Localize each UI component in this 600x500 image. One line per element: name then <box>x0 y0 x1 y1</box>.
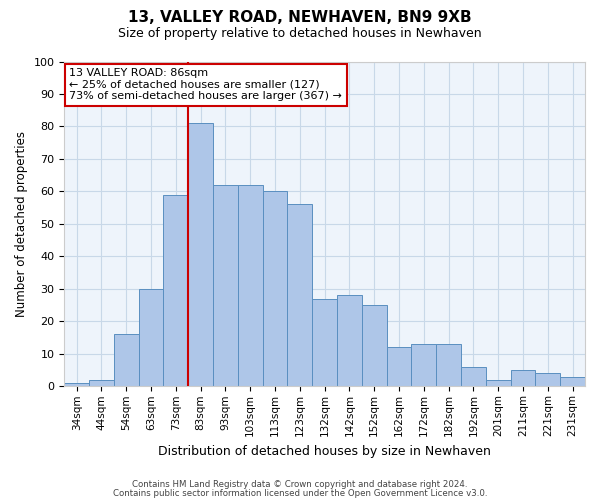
Bar <box>312 298 337 386</box>
Bar <box>337 296 362 386</box>
Text: 13, VALLEY ROAD, NEWHAVEN, BN9 9XB: 13, VALLEY ROAD, NEWHAVEN, BN9 9XB <box>128 10 472 25</box>
Y-axis label: Number of detached properties: Number of detached properties <box>15 131 28 317</box>
Bar <box>436 344 461 387</box>
Bar <box>263 192 287 386</box>
Bar <box>486 380 511 386</box>
Bar <box>560 376 585 386</box>
Text: 13 VALLEY ROAD: 86sqm
← 25% of detached houses are smaller (127)
73% of semi-det: 13 VALLEY ROAD: 86sqm ← 25% of detached … <box>70 68 343 101</box>
Bar <box>386 348 412 387</box>
Bar <box>511 370 535 386</box>
Bar <box>114 334 139 386</box>
Bar <box>362 305 386 386</box>
Bar <box>163 194 188 386</box>
Text: Contains HM Land Registry data © Crown copyright and database right 2024.: Contains HM Land Registry data © Crown c… <box>132 480 468 489</box>
Bar <box>535 374 560 386</box>
Bar <box>139 289 163 386</box>
Bar <box>287 204 312 386</box>
Bar <box>89 380 114 386</box>
Bar <box>238 185 263 386</box>
Text: Contains public sector information licensed under the Open Government Licence v3: Contains public sector information licen… <box>113 488 487 498</box>
Bar <box>188 123 213 386</box>
Bar <box>64 383 89 386</box>
X-axis label: Distribution of detached houses by size in Newhaven: Distribution of detached houses by size … <box>158 444 491 458</box>
Bar <box>461 367 486 386</box>
Text: Size of property relative to detached houses in Newhaven: Size of property relative to detached ho… <box>118 28 482 40</box>
Bar <box>412 344 436 387</box>
Bar <box>213 185 238 386</box>
